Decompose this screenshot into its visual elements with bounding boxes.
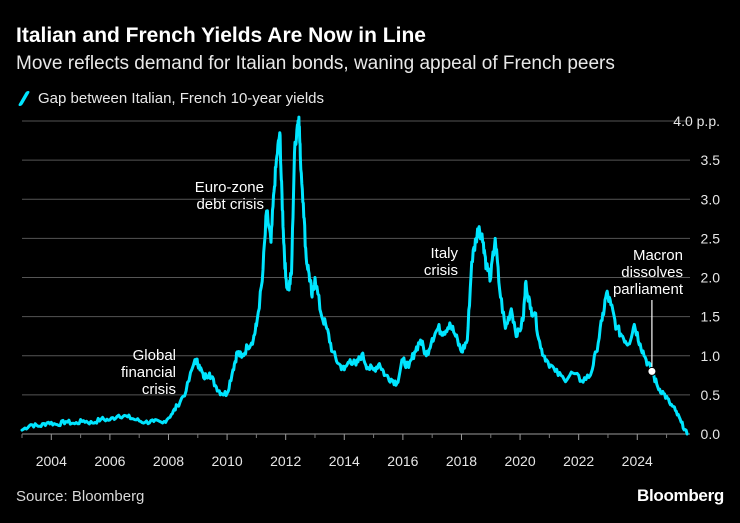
series-line-italy-france-gap	[20, 115, 689, 436]
annotation-line: parliament	[613, 281, 684, 298]
annotation-line: Italy	[430, 245, 458, 262]
y-tick-label: 1.5	[701, 309, 721, 325]
y-tick-label: 2.0	[701, 270, 721, 286]
annotation-line: financial	[121, 364, 176, 381]
x-tick-label: 2018	[446, 453, 477, 469]
annotation-line: Euro-zone	[195, 179, 264, 196]
annotation-line: crisis	[142, 381, 176, 398]
x-tick-label: 2014	[329, 453, 360, 469]
grid-layer	[22, 120, 690, 435]
source-note: Source: Bloomberg	[16, 488, 145, 505]
annotation-line: debt crisis	[196, 196, 264, 213]
y-tick-label: 2.5	[701, 230, 721, 246]
x-axis: 2004 2006 2008 2010 2012 2014 2016 2018 2020 2022…	[21, 434, 668, 469]
y-tick-label: 0.0	[701, 426, 721, 442]
x-tick-label: 2004	[36, 453, 67, 469]
x-tick-label: 2016	[387, 453, 418, 469]
y-tick-label: 0.5	[701, 387, 721, 403]
chart-subtitle: Move reflects demand for Italian bonds, …	[16, 53, 615, 74]
y-tick-label: 1.0	[701, 348, 721, 364]
x-tick-label: 2006	[94, 453, 125, 469]
x-tick-label: 2022	[563, 453, 594, 469]
annotation-line: crisis	[424, 262, 458, 279]
y-tick-label: 3.0	[701, 191, 721, 207]
legend-label: Gap between Italian, French 10-year yiel…	[38, 90, 324, 107]
chart-legend: Gap between Italian, French 10-year yiel…	[16, 90, 324, 107]
x-tick-label: 2010	[212, 453, 243, 469]
y-tick-label: 4.0 p.p.	[673, 113, 720, 129]
annotation-line: Global	[133, 347, 176, 364]
x-tick-label: 2008	[153, 453, 184, 469]
annotation-marker	[647, 366, 657, 376]
bloomberg-logo: Bloomberg	[636, 486, 724, 505]
annotation-line: Macron	[633, 247, 683, 264]
x-tick-label: 2020	[504, 453, 535, 469]
annotation-line: dissolves	[621, 264, 683, 281]
x-tick-label: 2012	[270, 453, 301, 469]
y-axis: 0.0 0.5 1.0 1.5 2.0 2.5 3.0 3.5 4.0 p.p.	[673, 113, 720, 442]
x-tick-label: 2024	[622, 453, 653, 469]
chart-title: Italian and French Yields Are Now in Lin…	[16, 24, 426, 47]
y-tick-label: 3.5	[701, 152, 721, 168]
